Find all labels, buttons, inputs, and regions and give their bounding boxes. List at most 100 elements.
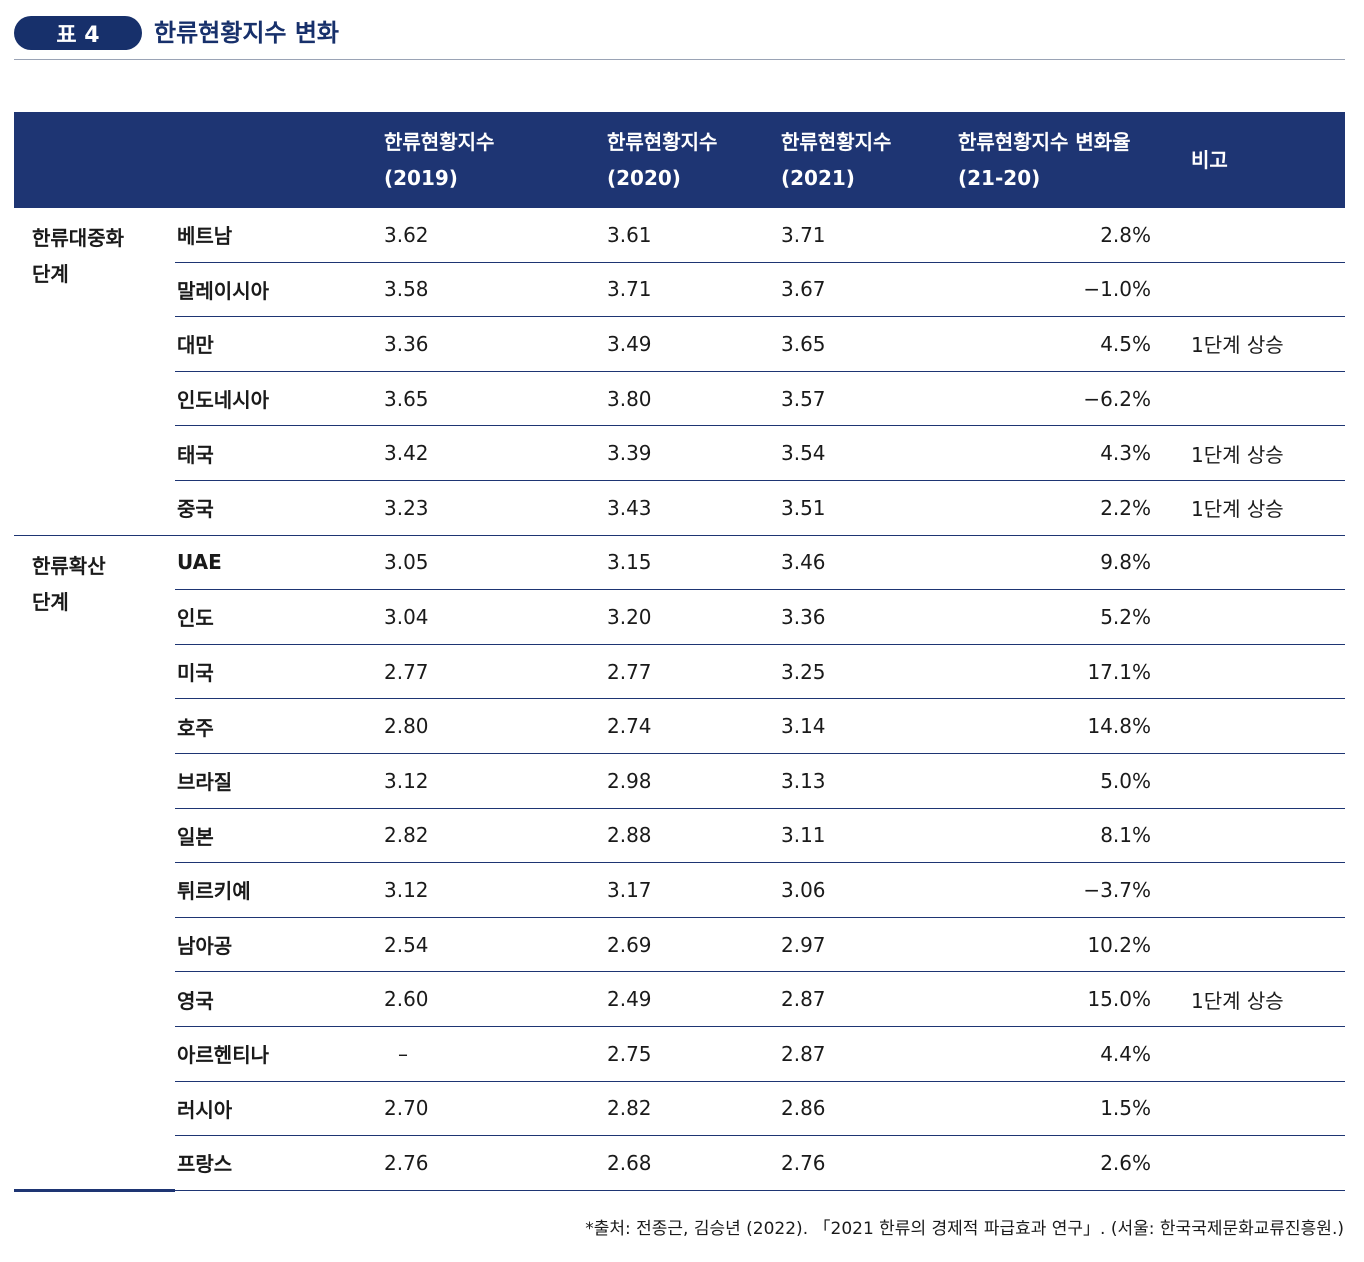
country-name: UAE xyxy=(175,535,364,591)
table-row: 한류확산 단계 UAE 3.05 3.15 3.46 9.8% xyxy=(14,535,1345,1192)
table-row: 남아공 2.54 2.69 2.97 10.2% xyxy=(14,917,1345,973)
remark xyxy=(1171,644,1345,700)
table-row: 한류대중화 단계 베트남 3.62 3.61 3.71 2.8% xyxy=(14,208,1345,536)
index-2019: 2.54 xyxy=(364,917,587,973)
country-name: 프랑스 xyxy=(175,1135,364,1191)
table-title: 한류현황지수 변화 xyxy=(154,19,339,47)
index-2020: 3.17 xyxy=(587,862,781,918)
remark xyxy=(1171,862,1345,918)
change-rate: 4.5% xyxy=(951,316,1171,372)
remark: 1단계 상승 xyxy=(1171,316,1345,372)
change-rate: 5.2% xyxy=(951,589,1171,645)
column-header: 한류현황지수 (2020) xyxy=(587,112,781,208)
change-rate: 2.8% xyxy=(951,208,1171,263)
country-name: 튀르키예 xyxy=(175,862,364,918)
table-row: 영국 2.60 2.49 2.87 15.0% 1단계 상승 xyxy=(14,971,1345,1027)
index-2020: 2.88 xyxy=(587,808,781,864)
index-2020: 3.39 xyxy=(587,425,781,481)
column-header: 한류현황지수 (2019) xyxy=(364,112,587,208)
remark xyxy=(1171,589,1345,645)
change-rate: 4.3% xyxy=(951,425,1171,481)
index-2021: 3.71 xyxy=(781,208,951,263)
index-2019: 3.12 xyxy=(364,862,587,918)
remark xyxy=(1171,1081,1345,1137)
table-title-bar: 표 4 한류현황지수 변화 xyxy=(14,14,1345,52)
country-name: 인도네시아 xyxy=(175,371,364,427)
index-2021: 3.57 xyxy=(781,371,951,427)
table-row: 중국 3.23 3.43 3.51 2.2% 1단계 상승 xyxy=(14,480,1345,536)
remark xyxy=(1171,208,1345,263)
table-row: 인도네시아 3.65 3.80 3.57 −6.2% xyxy=(14,371,1345,427)
country-name: 러시아 xyxy=(175,1081,364,1137)
index-2020: 2.77 xyxy=(587,644,781,700)
table-row: 호주 2.80 2.74 3.14 14.8% xyxy=(14,698,1345,754)
index-2019: 3.42 xyxy=(364,425,587,481)
country-name: 브라질 xyxy=(175,753,364,809)
country-name: 인도 xyxy=(175,589,364,645)
index-2019: 2.82 xyxy=(364,808,587,864)
index-2020: 2.68 xyxy=(587,1135,781,1191)
index-2020: 3.15 xyxy=(587,535,781,591)
index-2020: 3.20 xyxy=(587,589,781,645)
remark xyxy=(1171,535,1345,591)
table-row: 브라질 3.12 2.98 3.13 5.0% xyxy=(14,753,1345,809)
table-row: 미국 2.77 2.77 3.25 17.1% xyxy=(14,644,1345,700)
table-header: 한류현황지수 (2019) 한류현황지수 (2020) 한류현황지수 (2021) 한… xyxy=(14,112,1345,208)
remark: 1단계 상승 xyxy=(1171,425,1345,481)
index-2021: 3.14 xyxy=(781,698,951,754)
index-2020: 2.98 xyxy=(587,753,781,809)
remark xyxy=(1171,371,1345,427)
index-2021: 3.54 xyxy=(781,425,951,481)
table-row: 일본 2.82 2.88 3.11 8.1% xyxy=(14,808,1345,864)
index-2020: 3.49 xyxy=(587,316,781,372)
table-row: 태국 3.42 3.39 3.54 4.3% 1단계 상승 xyxy=(14,425,1345,481)
index-2019: – xyxy=(364,1026,587,1082)
table-number-badge: 표 4 xyxy=(14,16,142,50)
change-rate: 4.4% xyxy=(951,1026,1171,1082)
change-rate: 8.1% xyxy=(951,808,1171,864)
change-rate: 2.2% xyxy=(951,480,1171,536)
index-2021: 3.36 xyxy=(781,589,951,645)
index-2021: 2.97 xyxy=(781,917,951,973)
header-row: 한류현황지수 (2019) 한류현황지수 (2020) 한류현황지수 (2021) 한… xyxy=(14,112,1345,208)
table-row: 프랑스 2.76 2.68 2.76 2.6% xyxy=(14,1135,1345,1191)
index-2021: 3.51 xyxy=(781,480,951,536)
table-number-label: 표 4 xyxy=(56,23,100,48)
remark xyxy=(1171,917,1345,973)
country-name: 영국 xyxy=(175,971,364,1027)
column-header: 한류현황지수 (2021) xyxy=(781,112,951,208)
remark xyxy=(1171,698,1345,754)
column-header xyxy=(14,112,175,208)
index-2019: 2.60 xyxy=(364,971,587,1027)
column-header xyxy=(175,112,364,208)
table-row: 인도 3.04 3.20 3.36 5.2% xyxy=(14,589,1345,645)
change-rate: 2.6% xyxy=(951,1135,1171,1191)
index-2021: 3.46 xyxy=(781,535,951,591)
remark: 1단계 상승 xyxy=(1171,480,1345,536)
index-2020: 2.49 xyxy=(587,971,781,1027)
index-2020: 3.80 xyxy=(587,371,781,427)
index-2019: 2.70 xyxy=(364,1081,587,1137)
change-rate: 9.8% xyxy=(951,535,1171,591)
index-2019: 3.62 xyxy=(364,208,587,263)
country-name: 베트남 xyxy=(175,208,364,263)
table-row: 대만 3.36 3.49 3.65 4.5% 1단계 상승 xyxy=(14,316,1345,372)
index-2021: 3.67 xyxy=(781,262,951,318)
change-rate: 15.0% xyxy=(951,971,1171,1027)
remark xyxy=(1171,753,1345,809)
country-name: 중국 xyxy=(175,480,364,536)
change-rate: 14.8% xyxy=(951,698,1171,754)
country-name: 태국 xyxy=(175,425,364,481)
index-2020: 2.69 xyxy=(587,917,781,973)
index-2019: 3.23 xyxy=(364,480,587,536)
index-2020: 3.71 xyxy=(587,262,781,318)
index-2019: 2.76 xyxy=(364,1135,587,1191)
table-row: 튀르키예 3.12 3.17 3.06 −3.7% xyxy=(14,862,1345,918)
index-2021: 3.06 xyxy=(781,862,951,918)
hallyu-index-table: 한류현황지수 (2019) 한류현황지수 (2020) 한류현황지수 (2021) 한… xyxy=(14,112,1345,1192)
change-rate: 10.2% xyxy=(951,917,1171,973)
change-rate: −3.7% xyxy=(951,862,1171,918)
index-2020: 2.82 xyxy=(587,1081,781,1137)
index-2020: 3.43 xyxy=(587,480,781,536)
remark: 1단계 상승 xyxy=(1171,971,1345,1027)
